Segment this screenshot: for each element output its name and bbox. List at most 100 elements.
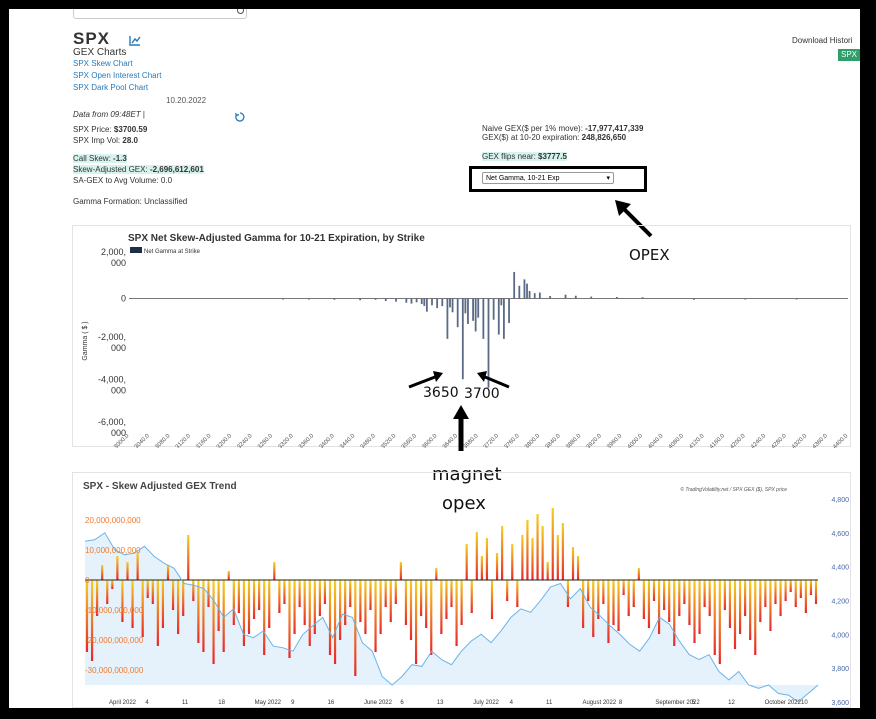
chart2-gex-bar xyxy=(101,565,104,580)
call-skew-row: Call Skew: -1.3 xyxy=(73,154,127,163)
chart-link-icon[interactable] xyxy=(129,33,141,51)
chart2-gex-bar xyxy=(374,580,377,652)
chart2-gex-bar xyxy=(278,580,281,613)
chart2-gex-bar xyxy=(576,556,580,580)
link-dark-pool-chart[interactable]: SPX Dark Pool Chart xyxy=(73,83,149,92)
chart2-gex-bar xyxy=(663,580,666,610)
chart2-gex-bar xyxy=(136,553,139,580)
call-skew-label: Call Skew: xyxy=(73,154,111,163)
chart1-ytick-label: 000 xyxy=(111,343,126,353)
naive-gex-row: Naive GEX($ per 1% move): -17,977,417,33… xyxy=(482,124,643,133)
chart1-bar xyxy=(487,298,490,388)
download-history-label[interactable]: Download Histori xyxy=(792,36,853,45)
chart2-gex-bar xyxy=(647,580,651,628)
chart2-gex-bar xyxy=(364,580,367,634)
chart1-ytick-label: 000 xyxy=(111,258,126,268)
chart2-gex-bar xyxy=(683,580,686,604)
page-screenshot: SPX GEX Charts SPX Skew Chart SPX Open I… xyxy=(9,9,860,708)
chart2-gex-bar xyxy=(349,580,352,607)
chart1-bar xyxy=(282,298,284,300)
chart2-gex-bar xyxy=(313,580,316,634)
chart2-ytick-left: 10,000,000,000 xyxy=(85,546,141,555)
chart2-gex-bar xyxy=(96,580,99,616)
chart2-gex-bar xyxy=(597,580,600,619)
chart2-gex-bar xyxy=(384,580,387,607)
chart1-xtick-label: 3760.0 xyxy=(504,433,522,448)
chart2-gex-bar xyxy=(678,580,681,616)
chart2-gex-bar xyxy=(480,556,483,580)
naive-gex-value: -17,977,417,339 xyxy=(585,124,644,133)
link-skew-chart[interactable]: SPX Skew Chart xyxy=(73,59,133,68)
impvol-label: SPX Imp Vol: xyxy=(73,136,121,145)
chart2-xtick-label: May 2022 xyxy=(255,700,282,706)
chart2-gex-bar xyxy=(339,580,342,640)
chart2-gex-bar xyxy=(166,565,170,580)
chart2-gex-bar xyxy=(409,580,413,640)
chart2-title: SPX - Skew Adjusted GEX Trend xyxy=(83,481,237,492)
chart2-gex-bar xyxy=(399,562,402,580)
sa-gex-row: SA-GEX to Avg Volume: 0.0 xyxy=(73,176,172,185)
chart2-gex-bar xyxy=(344,580,347,625)
chart2-gex-bar xyxy=(779,580,782,616)
sa-gex-label: SA-GEX to Avg Volume: xyxy=(73,176,159,185)
chart2-gex-bar xyxy=(85,580,89,652)
chart1-xtick-label: 4000.0 xyxy=(627,433,645,448)
chart2-gex-bar xyxy=(794,580,797,607)
impvol-value: 28.0 xyxy=(122,136,138,145)
chart2-ytick-left: 0 xyxy=(85,576,90,585)
chart2-gex-bar xyxy=(759,580,762,622)
chart1-xtick-label: 3080.0 xyxy=(154,433,172,448)
refresh-icon[interactable] xyxy=(234,109,245,127)
download-spx-button[interactable]: SPX xyxy=(838,49,860,61)
chart2-gex-bar xyxy=(733,580,737,649)
chart2-ytick-right: 4,600 xyxy=(831,531,849,538)
chart1-xtick-label: 3040.0 xyxy=(134,433,152,448)
chart2-gex-bar xyxy=(440,580,443,634)
link-open-interest-chart[interactable]: SPX Open Interest Chart xyxy=(73,71,162,80)
chart1-bar xyxy=(359,298,362,301)
chart2-gex-bar xyxy=(359,580,362,622)
chart2-ytick-right: 4,200 xyxy=(831,598,849,605)
chart1-title: SPX Net Skew-Adjusted Gamma for 10-21 Ex… xyxy=(128,233,425,244)
chart2-xtick-label: 11 xyxy=(182,700,189,706)
chart1-xtick-label: 3800.0 xyxy=(524,433,542,448)
chart2-gex-bar xyxy=(151,580,154,604)
chart2-xtick-label: 11 xyxy=(546,700,553,706)
chart1-ytick-label: -4,000, xyxy=(98,375,126,385)
chart2-gex-bar xyxy=(698,580,701,634)
chart1-bar xyxy=(456,298,459,328)
chart2-ytick-left: -20,000,000,000 xyxy=(85,636,144,645)
chart2-gex-bar xyxy=(799,580,802,598)
chart2-ytick-left: -10,000,000,000 xyxy=(85,606,144,615)
chart1-xtick-label: 4320.0 xyxy=(791,433,809,448)
expiration-select[interactable]: Net Gamma, 10-21 Exp ▾ xyxy=(482,172,614,184)
chart2-gex-bar xyxy=(273,562,276,580)
chart2-gex-bar xyxy=(283,580,286,604)
search-box-edge[interactable] xyxy=(73,9,247,19)
chart1-legend-label: Net Gamma at Strike xyxy=(144,249,201,255)
chart2-xtick-label: July 2022 xyxy=(473,700,499,706)
chart1-xtick-label: 4280.0 xyxy=(771,433,789,448)
chart2-gex-bar xyxy=(394,580,397,604)
sa-gex-value: 0.0 xyxy=(160,176,173,185)
chart2-gex-bar xyxy=(738,580,742,634)
chart2-gex-bar xyxy=(460,580,463,625)
chart2-gex-bar xyxy=(754,580,757,655)
chart2-gex-bar xyxy=(126,562,129,580)
gex-flips-row: GEX flips near: $3777.5 xyxy=(482,152,567,161)
chart2-gex-bar xyxy=(617,580,620,631)
chart2-gex-bar xyxy=(769,580,772,631)
chart2-gex-bar xyxy=(566,580,570,607)
chart2-gex-bar xyxy=(637,568,640,580)
chart2-gex-bar xyxy=(668,580,671,622)
chart2-gex-bar xyxy=(465,544,468,580)
chart2-xtick-label: 4 xyxy=(145,700,149,706)
chart1-bar xyxy=(307,298,310,300)
chart2-xtick-label: 5 xyxy=(692,700,696,706)
chart2-gex-bar xyxy=(232,580,235,625)
gex-exp-row: GEX($) at 10-20 expiration: 248,826,650 xyxy=(482,133,626,142)
chart2-gex-bar xyxy=(192,580,195,601)
chart1-bar xyxy=(590,296,593,299)
search-icon[interactable] xyxy=(237,9,244,14)
chart2-xtick-label: 18 xyxy=(218,700,225,706)
